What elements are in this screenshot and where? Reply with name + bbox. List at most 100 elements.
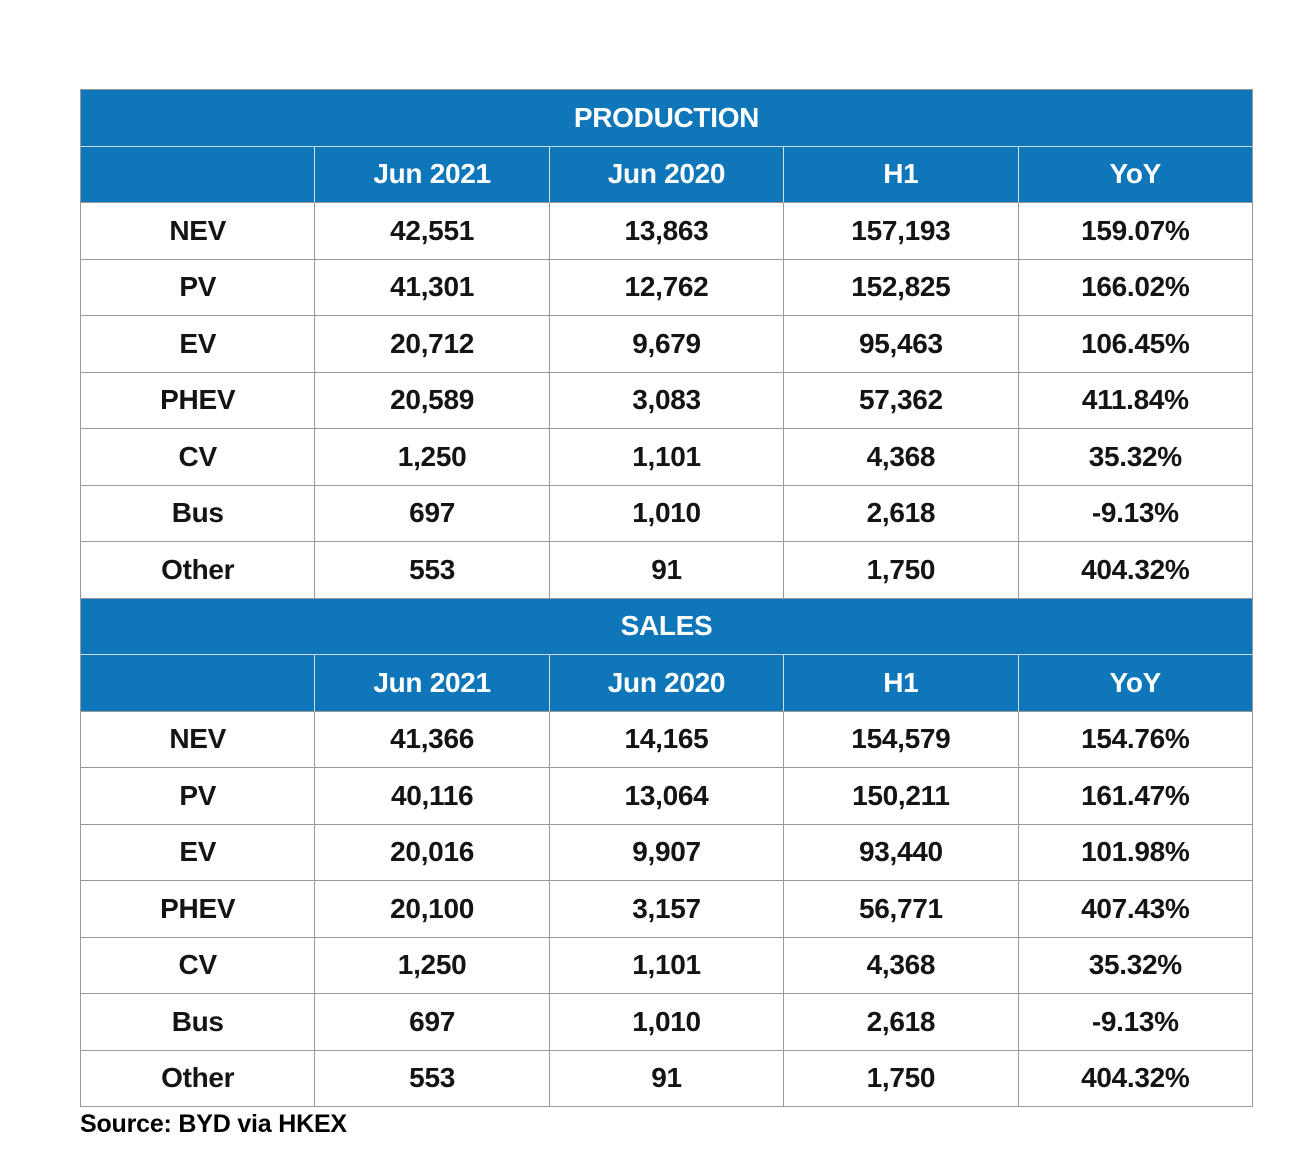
row-label: CV (79, 428, 316, 486)
row-label: CV (79, 936, 316, 994)
row-label: Bus (79, 484, 316, 542)
data-cell: -9.13% (1017, 484, 1254, 542)
table-row: Other 553 91 1,750 404.32% (79, 541, 1254, 599)
data-cell: 13,064 (548, 767, 785, 825)
data-cell: 3,157 (548, 880, 785, 938)
data-cell: 404.32% (1017, 541, 1254, 599)
data-cell: -9.13% (1017, 993, 1254, 1051)
data-cell: 1,250 (314, 428, 550, 486)
data-cell: 697 (314, 484, 550, 542)
data-cell: 20,589 (314, 371, 550, 429)
data-cell: 20,016 (314, 823, 550, 881)
data-cell: 154.76% (1017, 710, 1254, 768)
data-cell: 95,463 (783, 315, 1019, 373)
table-row: PV 40,116 13,064 150,211 161.47% (79, 767, 1254, 825)
sales-header-row: Jun 2021 Jun 2020 H1 YoY (79, 654, 1254, 712)
table-row: EV 20,712 9,679 95,463 106.45% (79, 315, 1254, 373)
data-cell: 407.43% (1017, 880, 1254, 938)
sales-band-row: SALES (80, 597, 1253, 655)
data-cell: 14,165 (548, 710, 785, 768)
data-cell: 20,100 (314, 880, 550, 938)
data-cell: 1,010 (548, 484, 785, 542)
data-cell: 4,368 (783, 936, 1019, 994)
column-header-jun-2021: Jun 2021 (314, 654, 550, 712)
data-cell: 91 (548, 541, 785, 599)
data-cell: 41,301 (314, 258, 550, 316)
row-label: NEV (79, 202, 316, 260)
byd-production-sales-table: PRODUCTION Jun 2021 Jun 2020 H1 YoY NEV … (79, 89, 1254, 1107)
row-label: EV (79, 315, 316, 373)
column-header-jun-2021: Jun 2021 (314, 145, 550, 203)
production-band-row: PRODUCTION (80, 89, 1253, 147)
row-label: PHEV (79, 371, 316, 429)
data-cell: 553 (314, 1049, 550, 1107)
data-cell: 150,211 (783, 767, 1019, 825)
column-header-h1: H1 (783, 654, 1019, 712)
data-cell: 152,825 (783, 258, 1019, 316)
data-cell: 57,362 (783, 371, 1019, 429)
data-cell: 161.47% (1017, 767, 1254, 825)
row-label: PV (79, 767, 316, 825)
data-cell: 9,907 (548, 823, 785, 881)
column-header-yoy: YoY (1017, 145, 1254, 203)
table-row: NEV 42,551 13,863 157,193 159.07% (79, 202, 1254, 260)
table-row: PHEV 20,589 3,083 57,362 411.84% (79, 371, 1254, 429)
data-cell: 9,679 (548, 315, 785, 373)
data-cell: 56,771 (783, 880, 1019, 938)
data-cell: 4,368 (783, 428, 1019, 486)
data-cell: 3,083 (548, 371, 785, 429)
production-header-row: Jun 2021 Jun 2020 H1 YoY (79, 145, 1254, 203)
data-cell: 91 (548, 1049, 785, 1107)
data-cell: 1,101 (548, 936, 785, 994)
data-cell: 1,750 (783, 1049, 1019, 1107)
column-header-h1: H1 (783, 145, 1019, 203)
data-cell: 35.32% (1017, 428, 1254, 486)
source-note: Source: BYD via HKEX (80, 1110, 347, 1138)
data-cell: 404.32% (1017, 1049, 1254, 1107)
data-cell: 1,750 (783, 541, 1019, 599)
data-cell: 42,551 (314, 202, 550, 260)
data-cell: 697 (314, 993, 550, 1051)
table-row: Bus 697 1,010 2,618 -9.13% (79, 484, 1254, 542)
data-cell: 1,250 (314, 936, 550, 994)
column-header-jun-2020: Jun 2020 (548, 654, 785, 712)
data-cell: 159.07% (1017, 202, 1254, 260)
row-label: Other (79, 1049, 316, 1107)
data-cell: 157,193 (783, 202, 1019, 260)
row-label: PHEV (79, 880, 316, 938)
column-header-blank (79, 654, 316, 712)
table-row: EV 20,016 9,907 93,440 101.98% (79, 823, 1254, 881)
data-cell: 166.02% (1017, 258, 1254, 316)
column-header-jun-2020: Jun 2020 (548, 145, 785, 203)
column-header-blank (79, 145, 316, 203)
data-cell: 40,116 (314, 767, 550, 825)
row-label: Other (79, 541, 316, 599)
table-row: CV 1,250 1,101 4,368 35.32% (79, 428, 1254, 486)
section-title-production: PRODUCTION (80, 89, 1253, 147)
data-cell: 41,366 (314, 710, 550, 768)
table-row: PV 41,301 12,762 152,825 166.02% (79, 258, 1254, 316)
data-cell: 13,863 (548, 202, 785, 260)
data-cell: 1,101 (548, 428, 785, 486)
column-header-yoy: YoY (1017, 654, 1254, 712)
data-cell: 93,440 (783, 823, 1019, 881)
data-cell: 2,618 (783, 993, 1019, 1051)
table-row: NEV 41,366 14,165 154,579 154.76% (79, 710, 1254, 768)
data-cell: 35.32% (1017, 936, 1254, 994)
data-cell: 12,762 (548, 258, 785, 316)
data-cell: 101.98% (1017, 823, 1254, 881)
table-row: Other 553 91 1,750 404.32% (79, 1049, 1254, 1107)
table-row: PHEV 20,100 3,157 56,771 407.43% (79, 880, 1254, 938)
section-title-sales: SALES (80, 597, 1253, 655)
data-cell: 553 (314, 541, 550, 599)
data-cell: 106.45% (1017, 315, 1254, 373)
table-row: CV 1,250 1,101 4,368 35.32% (79, 936, 1254, 994)
data-cell: 1,010 (548, 993, 785, 1051)
data-cell: 154,579 (783, 710, 1019, 768)
table-row: Bus 697 1,010 2,618 -9.13% (79, 993, 1254, 1051)
row-label: Bus (79, 993, 316, 1051)
data-cell: 411.84% (1017, 371, 1254, 429)
row-label: PV (79, 258, 316, 316)
row-label: EV (79, 823, 316, 881)
